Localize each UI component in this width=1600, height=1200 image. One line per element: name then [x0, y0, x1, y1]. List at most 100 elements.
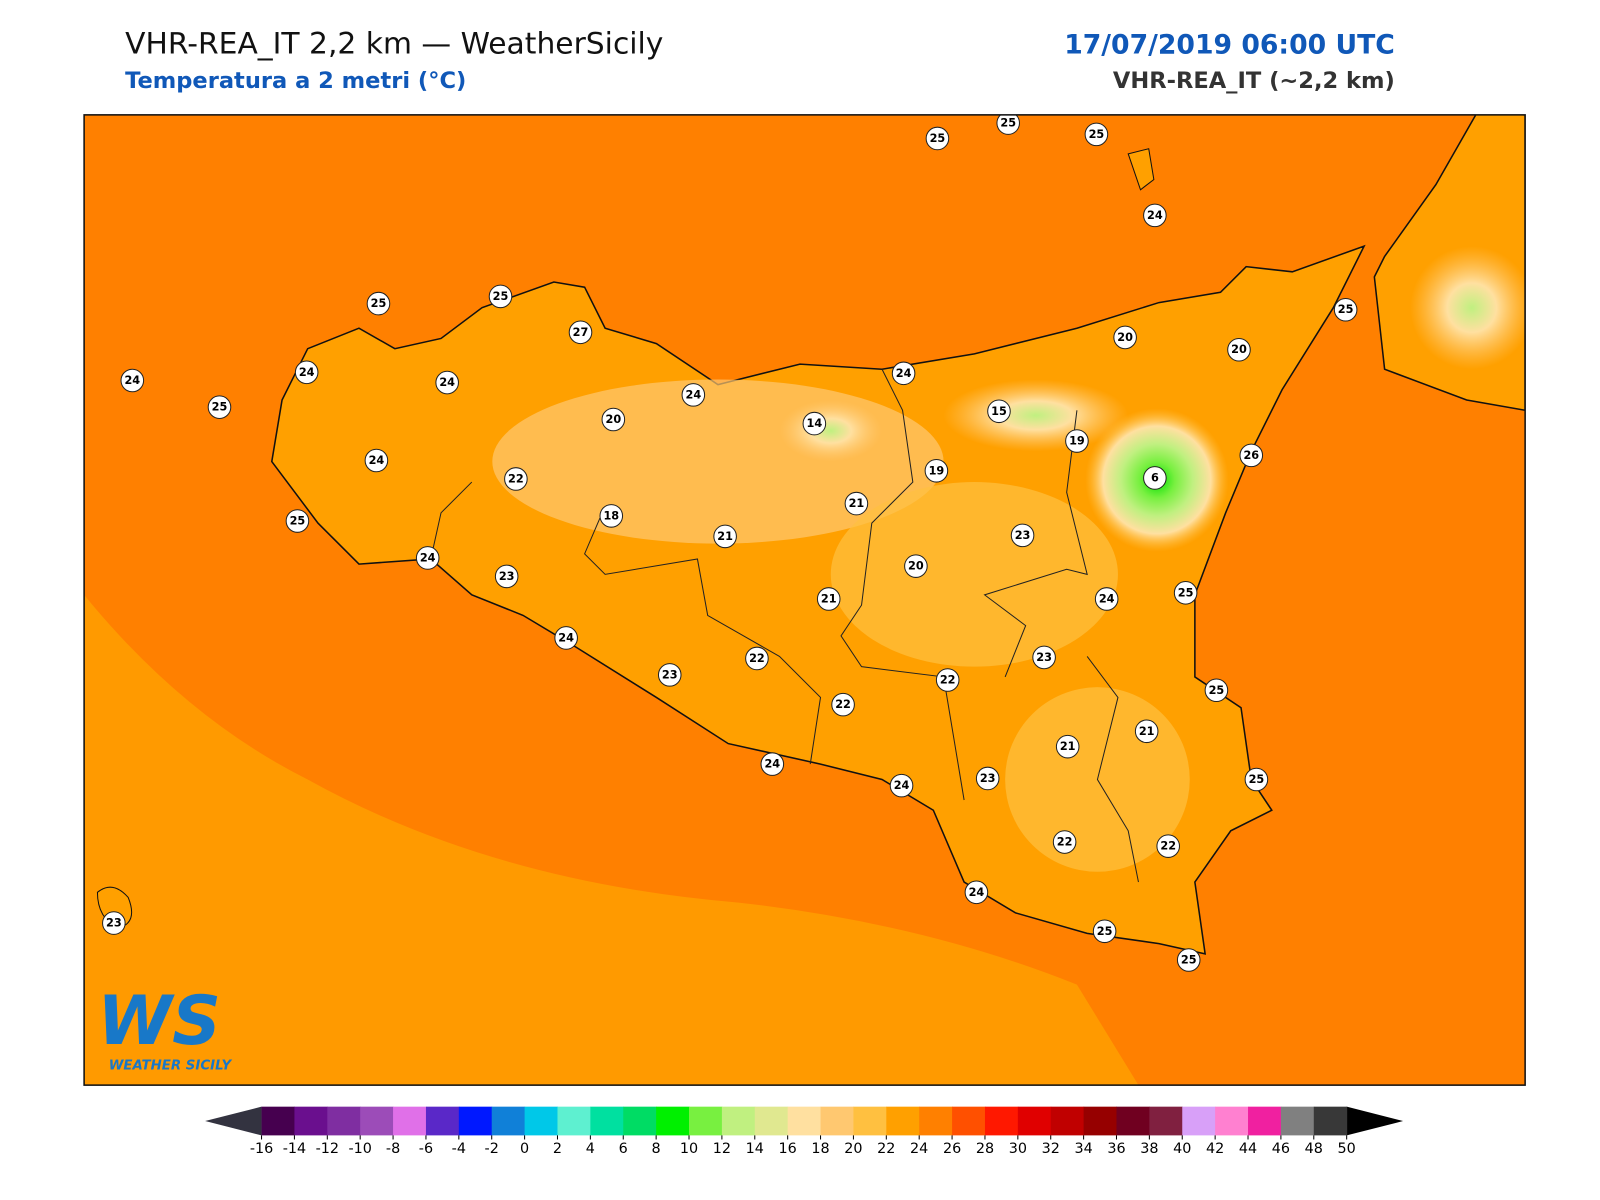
- subtitle: Temperatura a 2 metri (°C): [125, 68, 466, 94]
- station: 25: [925, 126, 950, 151]
- station: 24: [364, 448, 389, 473]
- station-value: 23: [662, 668, 678, 681]
- colorbar-tick-label: 44: [1239, 1141, 1257, 1157]
- station: 22: [831, 692, 855, 717]
- colorbar-tick-label: 14: [746, 1141, 764, 1157]
- station-value: 25: [1097, 925, 1113, 938]
- station: 24: [120, 368, 145, 393]
- station: 21: [844, 491, 869, 516]
- station-value: 20: [605, 413, 621, 426]
- station-marker: [816, 587, 841, 611]
- station: 22: [1156, 834, 1180, 858]
- station-value: 20: [1231, 343, 1247, 356]
- station-marker: [1065, 429, 1089, 453]
- colorbar-tick-label: 46: [1272, 1141, 1290, 1157]
- colorbar-tick-label: 20: [844, 1141, 862, 1157]
- colorbar-segment: [1280, 1106, 1315, 1136]
- station-value: 25: [1178, 586, 1194, 599]
- colorbar-segment: [393, 1106, 427, 1136]
- station-marker: [1143, 203, 1167, 228]
- colorbar-segment: [1215, 1106, 1249, 1136]
- station-value: 27: [573, 326, 589, 339]
- map-frame: [83, 114, 1526, 1086]
- colorbar-segment: [886, 1106, 920, 1136]
- colorbar-segment: [656, 1106, 690, 1136]
- station: 25: [1173, 581, 1198, 605]
- station-marker: [1227, 337, 1251, 362]
- station-marker: [554, 626, 578, 650]
- station-value: 24: [369, 454, 385, 467]
- station-marker: [1134, 719, 1159, 744]
- station-marker: [1239, 443, 1264, 468]
- station-value: 14: [807, 417, 823, 430]
- colorbar-tick-label: 32: [1042, 1141, 1060, 1157]
- station: 19: [1065, 429, 1089, 453]
- colorbar-tick-label: 36: [1107, 1141, 1125, 1157]
- colorbar-over: [1346, 1106, 1404, 1136]
- station: 24: [964, 880, 989, 905]
- station: 22: [935, 668, 960, 692]
- station: 23: [975, 766, 1000, 791]
- station-value: 23: [1036, 651, 1052, 664]
- station-value: 18: [603, 509, 619, 522]
- colorbar-tick-label: -2: [485, 1141, 499, 1157]
- station-marker: [745, 646, 769, 671]
- colorbar-segment: [919, 1106, 953, 1136]
- station-marker: [494, 564, 519, 589]
- station-value: 23: [499, 570, 515, 583]
- station-value: 25: [1000, 117, 1016, 130]
- station-marker: [294, 360, 319, 385]
- station: 22: [504, 467, 528, 491]
- station-marker: [964, 880, 989, 905]
- station-value: 24: [558, 631, 574, 644]
- colorbar-tick-label: 4: [586, 1141, 595, 1157]
- station-marker: [996, 114, 1020, 135]
- colorbar-segment: [590, 1106, 624, 1136]
- datetime: 17/07/2019 06:00 UTC: [1064, 29, 1395, 60]
- station: 25: [207, 395, 232, 419]
- province-borders: [430, 369, 1139, 883]
- station-value: 25: [1089, 128, 1105, 141]
- island: [1127, 148, 1155, 191]
- station: 15: [987, 399, 1011, 424]
- station-marker: [681, 383, 706, 407]
- station-value: 20: [908, 560, 924, 573]
- station-marker: [1333, 297, 1358, 322]
- station: 20: [601, 407, 626, 432]
- station: 21: [1055, 734, 1080, 759]
- station-marker: [364, 448, 389, 473]
- station-value: 21: [821, 592, 837, 605]
- station: 22: [1052, 830, 1077, 854]
- station-marker: [207, 395, 232, 419]
- colorbar-tick-label: 30: [1009, 1141, 1027, 1157]
- station-marker: [987, 399, 1011, 424]
- station: 25: [1176, 948, 1201, 972]
- station-value: 20: [1117, 331, 1133, 344]
- station: 18: [599, 504, 624, 528]
- colorbar-tick-label: -4: [452, 1141, 466, 1157]
- station: 22: [745, 646, 769, 671]
- colorbar-tick-label: 48: [1305, 1141, 1323, 1157]
- station: 24: [554, 626, 578, 650]
- station-marker: [975, 766, 1000, 791]
- station: 25: [996, 114, 1020, 135]
- station-value: 24: [1147, 209, 1163, 222]
- station-marker: [831, 692, 855, 717]
- station-value: 22: [508, 472, 524, 485]
- station-marker: [601, 407, 626, 432]
- station: 25: [1092, 919, 1117, 944]
- colorbar-segment: [1313, 1106, 1348, 1136]
- station-value: 24: [299, 366, 315, 379]
- station: 23: [494, 564, 519, 589]
- colorbar-tick-label: 6: [619, 1141, 628, 1157]
- colorbar-tick-label: 24: [910, 1141, 928, 1157]
- colorbar-tick-label: 38: [1140, 1141, 1158, 1157]
- station-marker: [568, 320, 593, 345]
- logo-mark: WS: [97, 981, 220, 1060]
- station-marker: [713, 524, 737, 549]
- colorbar-tick-label: -6: [419, 1141, 433, 1157]
- colorbar-tick-label: -12: [316, 1141, 339, 1157]
- station-marker: [1113, 325, 1137, 350]
- station-value: 25: [212, 401, 228, 414]
